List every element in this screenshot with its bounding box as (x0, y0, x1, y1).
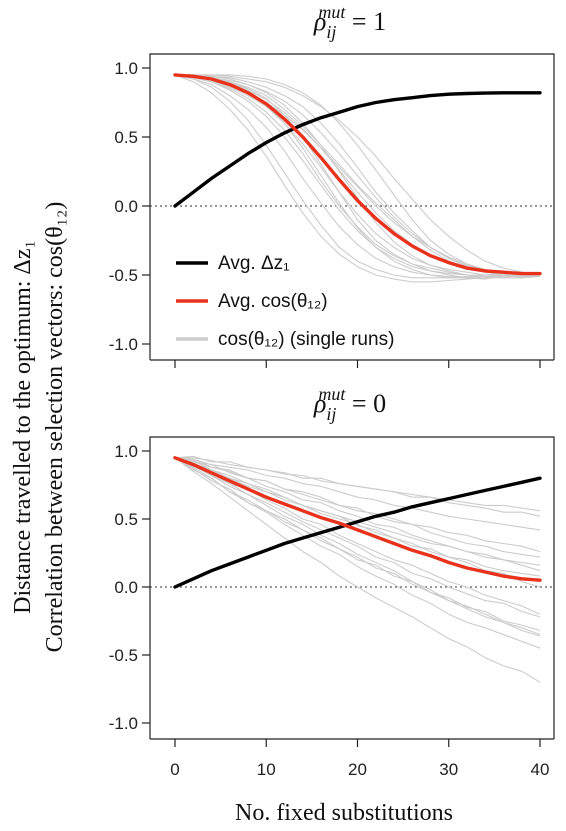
panel-top-single-run-line (174, 74, 540, 276)
panel-bottom-title: ρijmut = 0 (313, 384, 386, 424)
panel-bottom-title-base: ρ (313, 389, 326, 418)
panel-bottom-y-tick-label: 0.0 (114, 578, 138, 597)
panel-bottom-x-tick-label: 10 (257, 760, 276, 779)
panel-bottom-single-run-line (174, 457, 541, 632)
legend-label: Avg. cos(θ₁₂) (218, 291, 328, 312)
panel-top-title-sub: ij (326, 22, 336, 42)
panel-bottom-avg-delta-z1-line (173, 476, 542, 589)
panel-bottom-single-run-line (174, 457, 541, 683)
panel-bottom-x-tick-label: 0 (170, 760, 179, 779)
panel-top-y-tick-label: -1.0 (109, 335, 138, 354)
panel-bottom-single-run-line (174, 457, 541, 577)
panel-bottom-y-tick-label: 0.5 (114, 510, 138, 529)
panel-bottom-single-run-line (174, 457, 541, 618)
y-axis-title-line1: Distance travelled to the optimum: Δz₁ (10, 240, 36, 614)
panel-bottom-title-sub: ij (326, 404, 336, 424)
panel-bottom-y-tick-label: -0.5 (109, 646, 138, 665)
panel-top-frame (149, 53, 555, 360)
panel-bottom-title-sup: mut (318, 384, 346, 404)
panel-top-y-tick-label: 0.0 (114, 197, 138, 216)
panel-top-title: ρijmut = 1 (313, 2, 386, 42)
panel-bottom-single-run-line (174, 457, 541, 637)
panel-top-y-tick-label: -0.5 (109, 266, 138, 285)
panel-bottom-y-tick-label: 1.0 (114, 442, 138, 461)
panel-bottom-single-run-line (174, 457, 541, 531)
panel-top-y-tick-label: 1.0 (114, 59, 138, 78)
panel-top: ρijmut = 1 1.0 0.5 0.0 -0.5 -1.0 Avg. Δz₁ Avg.… (109, 2, 555, 368)
panel-top-single-run-line (175, 74, 541, 279)
panel-top-title-sup: mut (318, 2, 346, 22)
y-axis-title-line2: Correlation between selection vectors: c… (42, 202, 68, 653)
panel-bottom-single-run-line (174, 455, 541, 517)
legend-label: Avg. Δz₁ (218, 253, 290, 274)
panel-top-avg-cos-theta-line (173, 73, 542, 276)
panel-top-y-tick-label: 0.5 (114, 128, 138, 147)
panel-bottom-x-tick-label: 30 (439, 760, 458, 779)
panel-bottom-single-run-line (174, 457, 541, 553)
panel-bottom-single-run-line (174, 457, 541, 588)
x-axis-title: No. fixed substitutions (235, 800, 453, 826)
panel-bottom-x-tick-label: 40 (531, 760, 550, 779)
panel-top-single-run-line (175, 74, 541, 275)
panel-bottom-title-rest: = 0 (345, 389, 386, 418)
panel-bottom-single-run-line (174, 457, 541, 572)
panel-bottom-single-run-line (174, 457, 541, 566)
panel-bottom-single-run-line (174, 457, 541, 558)
panel-bottom: ρijmut = 0 1.0 0.5 0.0 -0.5 -1.0 0 10 20 30 40 (109, 384, 555, 779)
panel-top-single-run-line (174, 74, 541, 277)
panel-top-title-base: ρ (313, 7, 326, 36)
panel-bottom-avg-cos-theta-line (173, 456, 542, 582)
panel-bottom-single-run-line (174, 457, 541, 649)
panel-bottom-single-run-line (175, 457, 541, 512)
panel-bottom-single-run-line (174, 457, 541, 636)
panel-bottom-y-tick-label: -1.0 (109, 714, 138, 733)
panel-top-avg-delta-z1-line (173, 91, 542, 208)
panel-top-single-run-line (174, 74, 540, 279)
legend-label: cos(θ₁₂) (single runs) (218, 329, 394, 350)
panel-bottom-x-tick-label: 20 (348, 760, 367, 779)
panel-top-title-rest: = 1 (345, 7, 386, 36)
panel-bottom-frame (149, 436, 555, 739)
